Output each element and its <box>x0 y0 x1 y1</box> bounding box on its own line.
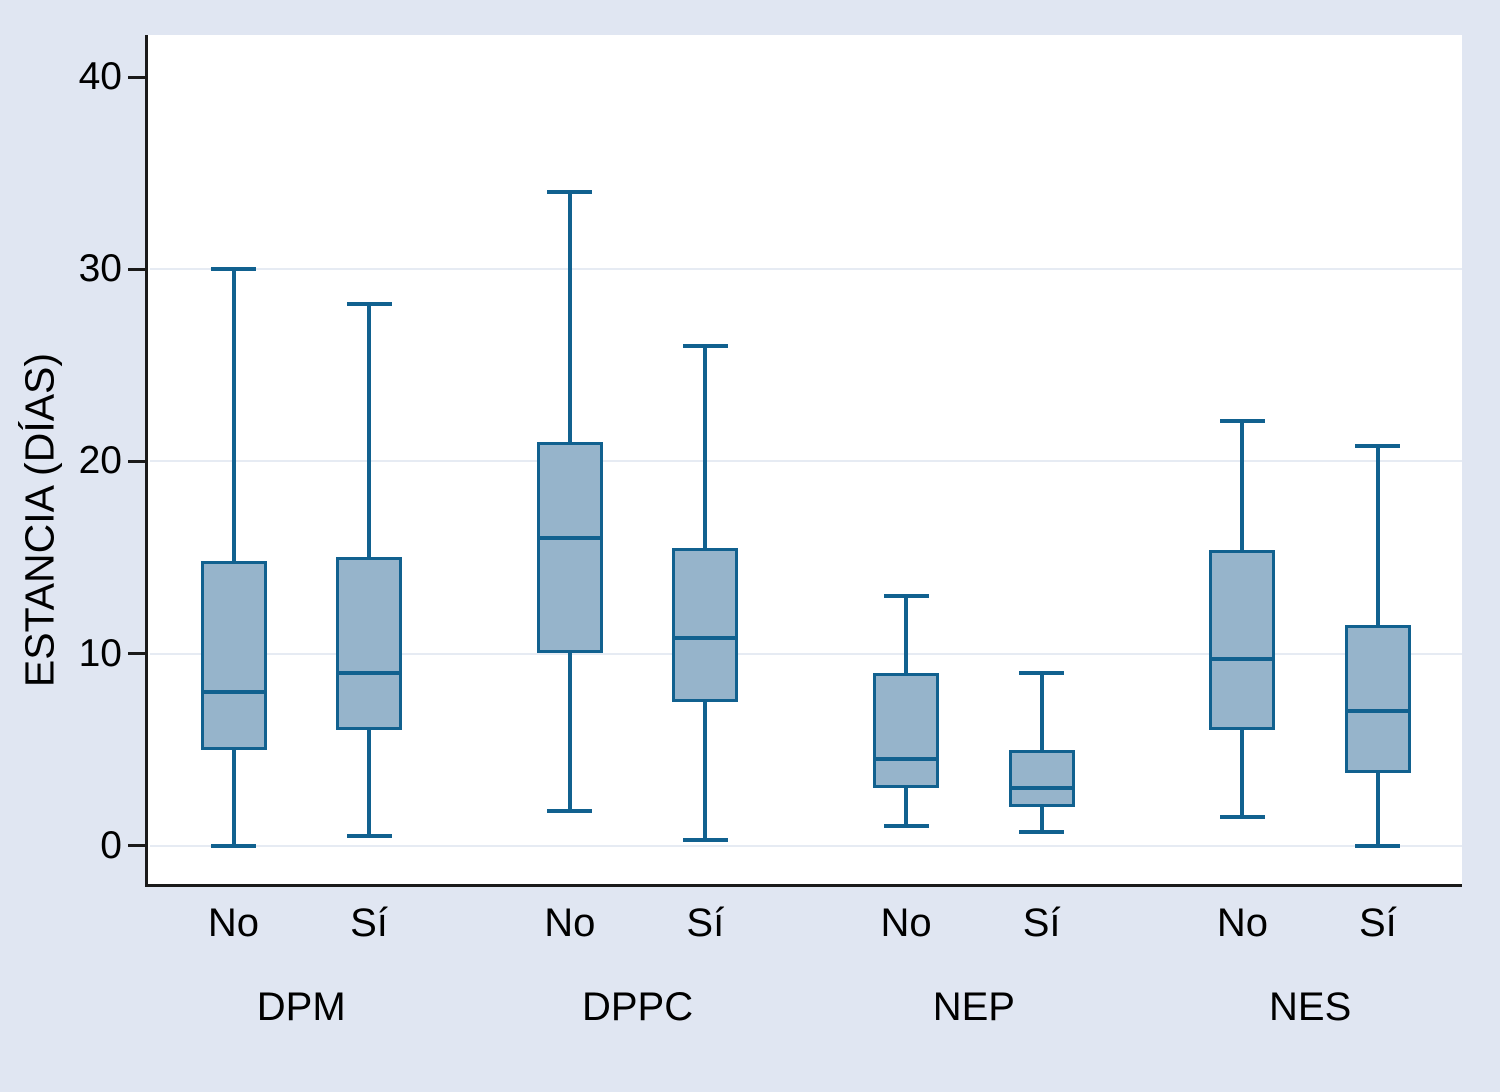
y-tick-mark-40 <box>128 75 145 79</box>
whisker-stem-dpm-no <box>231 269 236 846</box>
box-nep-no <box>873 672 940 788</box>
whisker-cap-bottom-nep-si <box>1019 830 1065 835</box>
whisker-cap-bottom-dpm-no <box>211 843 256 848</box>
whisker-cap-bottom-nes-si <box>1355 843 1401 848</box>
x-axis-line <box>145 884 1462 887</box>
x-category-nes-no: No <box>1216 901 1268 945</box>
box-nes-no <box>1209 549 1276 731</box>
x-category-dpm-si: Sí <box>350 901 388 945</box>
x-category-nep-no: No <box>880 901 932 945</box>
whisker-cap-bottom-dpm-si <box>346 833 392 838</box>
x-category-nes-si: Sí <box>1358 901 1397 945</box>
box-dpm-si <box>336 557 402 731</box>
gridline-y-20 <box>150 460 1462 463</box>
y-axis-line <box>145 35 148 887</box>
y-tick-label-30: 30 <box>78 247 122 291</box>
x-group-label-dpm: DPM <box>256 985 346 1029</box>
whisker-cap-bottom-nes-no <box>1219 814 1265 819</box>
whisker-cap-top-dpm-si <box>346 301 392 306</box>
x-category-nep-si: Sí <box>1022 901 1061 945</box>
y-tick-mark-10 <box>128 652 145 655</box>
whisker-cap-bottom-dppc-si <box>682 837 728 842</box>
gridline-y-30 <box>150 268 1462 271</box>
x-category-dppc-si: Sí <box>686 901 725 945</box>
median-line-dppc-si <box>672 636 739 641</box>
x-group-label-dppc: DPPC <box>581 985 694 1029</box>
whisker-cap-bottom-dppc-no <box>547 809 593 814</box>
y-tick-mark-30 <box>128 267 145 271</box>
x-category-dppc-no: No <box>544 901 596 945</box>
y-tick-label-0: 0 <box>100 823 122 867</box>
median-line-dppc-no <box>536 536 603 541</box>
y-tick-mark-20 <box>128 459 145 463</box>
y-tick-label-20: 20 <box>78 439 122 483</box>
box-nes-si <box>1344 624 1411 773</box>
y-tick-mark-0 <box>128 844 145 848</box>
box-nep-si <box>1008 749 1075 808</box>
box-dpm-no <box>200 561 267 750</box>
y-tick-label-10: 10 <box>78 631 122 675</box>
gridline-y-10 <box>150 652 1462 655</box>
median-line-dpm-si <box>336 670 402 675</box>
whisker-cap-top-nes-si <box>1355 444 1401 449</box>
x-group-label-nep: NEP <box>932 985 1015 1029</box>
median-line-dpm-no <box>200 689 267 694</box>
median-line-nes-no <box>1209 657 1276 662</box>
median-line-nes-si <box>1344 709 1411 714</box>
whisker-cap-top-dppc-no <box>547 190 593 195</box>
whisker-cap-top-dppc-si <box>682 344 728 349</box>
whisker-cap-top-dpm-no <box>211 267 256 272</box>
whisker-cap-top-nep-no <box>883 593 929 598</box>
whisker-cap-bottom-nep-no <box>883 824 929 829</box>
x-category-dpm-no: No <box>207 901 260 945</box>
y-tick-label-40: 40 <box>78 55 122 99</box>
gridline-y-0 <box>150 844 1462 847</box>
x-group-label-nes: NES <box>1269 985 1352 1029</box>
whisker-cap-top-nes-no <box>1219 419 1265 424</box>
median-line-nep-si <box>1008 785 1075 790</box>
box-dppc-no <box>536 442 603 654</box>
median-line-nep-no <box>873 757 940 762</box>
whisker-cap-top-nep-si <box>1019 670 1065 675</box>
box-dppc-si <box>672 547 739 702</box>
